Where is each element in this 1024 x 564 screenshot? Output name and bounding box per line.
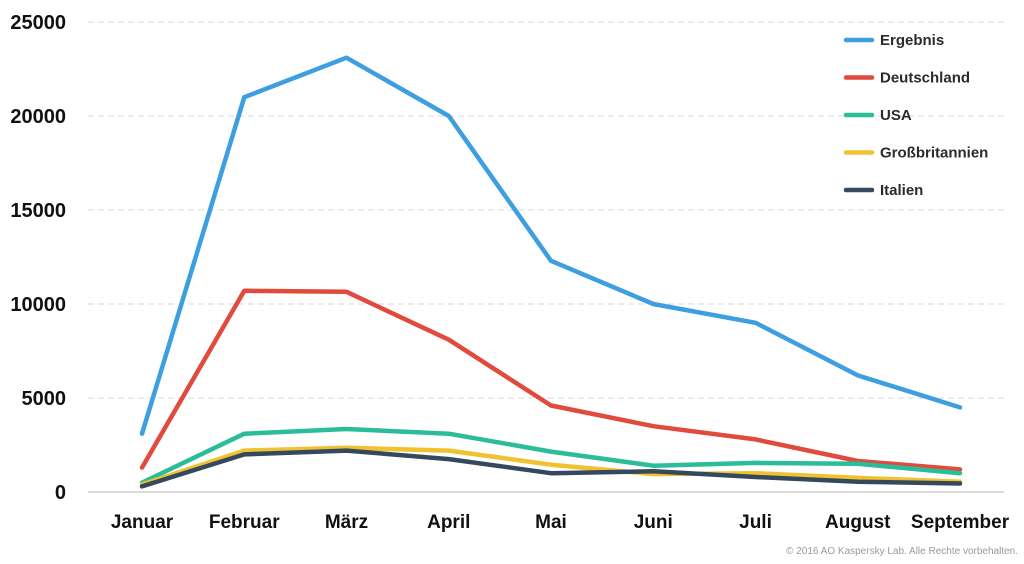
legend-label: USA: [880, 107, 912, 124]
y-tick-label: 10000: [10, 294, 66, 316]
x-tick-label: Juni: [634, 512, 673, 533]
y-tick-label: 25000: [10, 12, 66, 34]
x-axis-ticks: Januar Februar März April Mai Juni Juli August S…: [111, 512, 1010, 533]
y-tick-label: 15000: [10, 200, 66, 222]
copyright-note: © 2016 AO Kaspersky Lab. Alle Rechte vor…: [786, 546, 1018, 557]
legend-label: Ergebnis: [880, 32, 944, 49]
x-tick-label: März: [325, 512, 368, 533]
legend-label: Italien: [880, 182, 923, 199]
x-tick-label: August: [825, 512, 891, 533]
legend-label: Großbritannien: [880, 145, 988, 162]
x-tick-label: April: [427, 512, 470, 533]
series-lines: [139, 55, 963, 489]
y-tick-label: 20000: [10, 106, 66, 128]
legend-item: Ergebnis: [843, 32, 944, 49]
y-tick-label: 0: [55, 482, 66, 504]
legend-item: Italien: [843, 182, 923, 199]
series-line-großbritannien: [139, 445, 963, 487]
y-axis-ticks: 0 5000 10000 15000 20000 25000: [10, 12, 66, 504]
x-tick-label: Mai: [535, 512, 567, 533]
legend: Ergebnis Deutschland USA Großbritannien Ital…: [843, 32, 988, 199]
series-line-ergebnis: [139, 55, 963, 436]
x-tick-label: September: [911, 512, 1010, 533]
legend-item: Großbritannien: [843, 145, 988, 162]
y-tick-label: 5000: [22, 388, 67, 410]
legend-item: Deutschland: [843, 70, 970, 87]
series-line-italien: [139, 448, 963, 489]
x-tick-label: Januar: [111, 512, 174, 533]
x-tick-label: Juli: [739, 512, 772, 533]
x-tick-label: Februar: [209, 512, 280, 533]
legend-label: Deutschland: [880, 70, 970, 87]
series-line-usa: [139, 426, 963, 485]
series-line-deutschland: [139, 288, 963, 472]
legend-item: USA: [843, 107, 912, 124]
